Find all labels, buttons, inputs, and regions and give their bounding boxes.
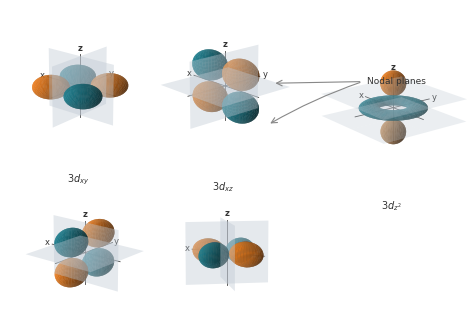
Text: $3d_{xz}$: $3d_{xz}$ [212,180,234,194]
Text: Nodal planes: Nodal planes [367,77,426,86]
Text: $3d_{z^2}$: $3d_{z^2}$ [381,199,401,213]
Text: $3d_{xy}$: $3d_{xy}$ [67,173,90,187]
